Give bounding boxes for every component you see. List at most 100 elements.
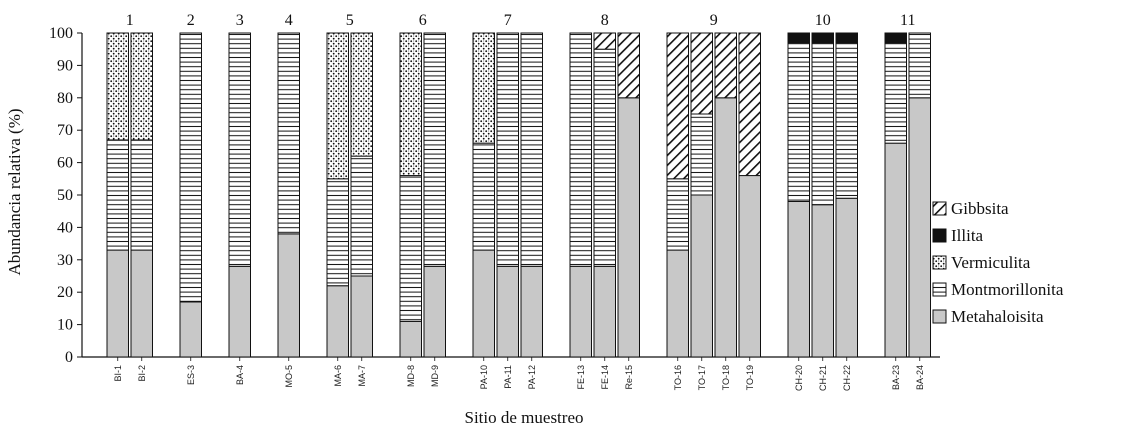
bar-segment-metahaloisita xyxy=(472,249,495,358)
sample-label: MD-9 xyxy=(430,365,440,387)
bar-segment-vermiculita xyxy=(472,32,495,144)
y-tick-label: 20 xyxy=(57,284,73,301)
bar-segment-montmorillonita xyxy=(326,178,349,287)
legend-swatch-montmorillonita xyxy=(932,282,947,297)
sample-label: TO-18 xyxy=(721,365,731,390)
sample-label: BA-4 xyxy=(235,365,245,385)
bar-segment-montmorillonita xyxy=(593,48,616,267)
sample-label: TO-17 xyxy=(697,365,707,390)
bar-segment-metahaloisita xyxy=(569,265,592,358)
legend-label-gibbsita: Gibbsita xyxy=(951,199,1009,218)
bar-segment-vermiculita xyxy=(399,32,422,177)
group-label: 10 xyxy=(815,12,831,29)
group-label: 5 xyxy=(346,12,354,29)
bar-segment-montmorillonita xyxy=(908,32,931,99)
legend-swatch-metahaloisita xyxy=(932,309,947,324)
y-tick-label: 70 xyxy=(57,122,73,139)
bar-segment-montmorillonita xyxy=(496,32,519,267)
bar-segment-montmorillonita xyxy=(277,32,300,235)
bar-segment-illita xyxy=(811,32,834,44)
y-tick-label: 50 xyxy=(57,187,73,204)
bar-segment-montmorillonita xyxy=(884,42,907,144)
sample-label: Re-15 xyxy=(624,365,634,390)
bar-segment-vermiculita xyxy=(350,32,373,157)
y-tick-label: 100 xyxy=(49,25,73,42)
legend-label-illita: Illita xyxy=(951,226,984,245)
y-axis-title: Abundancia relativa (%) xyxy=(5,108,24,275)
bar-segment-vermiculita xyxy=(106,32,129,141)
sample-label: BI-1 xyxy=(113,365,123,382)
bar-segment-gibbsita xyxy=(593,32,616,50)
bar-segment-metahaloisita xyxy=(106,249,129,358)
sample-label: BA-24 xyxy=(915,365,925,390)
group-label: 3 xyxy=(236,12,244,29)
sample-label: FE-14 xyxy=(600,365,610,390)
y-tick-label: 90 xyxy=(57,57,73,74)
sample-label: BA-23 xyxy=(891,365,901,390)
legend: Gibbsita Illita Vermiculita Montmorillonita… xyxy=(932,199,1064,326)
bar-segment-metahaloisita xyxy=(787,200,810,358)
bar-segment-montmorillonita xyxy=(179,32,202,303)
labels-layer: BI-1 BI-2 1 ES-3 2 BA-4 3 MO-5 4 MA-6 MA-7 5 MD-8 MD-… xyxy=(113,12,925,391)
bar-segment-montmorillonita xyxy=(666,178,689,251)
bar-segment-montmorillonita xyxy=(423,32,446,267)
sample-label: TO-16 xyxy=(673,365,683,390)
sample-label: MA-6 xyxy=(333,365,343,387)
bar-segment-metahaloisita xyxy=(350,275,373,358)
bar-segment-gibbsita xyxy=(714,32,737,99)
bar-segment-metahaloisita xyxy=(228,265,251,358)
sample-label: PA-10 xyxy=(479,365,489,389)
legend-label-vermiculita: Vermiculita xyxy=(951,253,1031,272)
bar-segment-gibbsita xyxy=(617,32,640,99)
legend-swatch-gibbsita xyxy=(932,201,947,216)
y-tick-label: 40 xyxy=(57,219,73,236)
bar-segment-gibbsita xyxy=(738,32,761,177)
bar-segment-illita xyxy=(835,32,858,44)
bar-segment-metahaloisita xyxy=(277,233,300,358)
sample-label: MA-7 xyxy=(357,365,367,387)
bar-segment-metahaloisita xyxy=(835,197,858,358)
bar-segment-metahaloisita xyxy=(326,285,349,358)
legend-label-montmorillonita: Montmorillonita xyxy=(951,280,1064,299)
sample-label: CH-20 xyxy=(794,365,804,391)
legend-label-metahaloisita: Metahaloisita xyxy=(951,307,1044,326)
y-tick-label: 10 xyxy=(57,317,73,334)
sample-label: BI-2 xyxy=(137,365,147,382)
bar-segment-montmorillonita xyxy=(106,139,129,251)
bar-segment-gibbsita xyxy=(690,32,713,115)
bar-segment-montmorillonita xyxy=(811,42,834,206)
bar-segment-illita xyxy=(787,32,810,44)
group-label: 1 xyxy=(126,12,134,29)
bar-segment-metahaloisita xyxy=(714,97,737,358)
sample-label: ES-3 xyxy=(186,365,196,385)
bar-segment-montmorillonita xyxy=(690,113,713,196)
axes-layer: 0 10 20 30 40 50 60 70 80 90 100 xyxy=(49,25,940,366)
sample-label: PA-12 xyxy=(527,365,537,389)
bar-segment-vermiculita xyxy=(326,32,349,180)
sample-label: CH-22 xyxy=(842,365,852,391)
bar-segment-metahaloisita xyxy=(593,265,616,358)
bar-segment-montmorillonita xyxy=(228,32,251,267)
bar-segment-montmorillonita xyxy=(835,42,858,199)
bar-segment-montmorillonita xyxy=(130,139,153,251)
group-label: 2 xyxy=(187,12,195,29)
bar-segment-metahaloisita xyxy=(908,97,931,358)
group-label: 8 xyxy=(601,12,609,29)
bar-segment-montmorillonita xyxy=(569,32,592,267)
sample-label: MD-8 xyxy=(406,365,416,387)
bar-segment-metahaloisita xyxy=(617,97,640,358)
y-tick-label: 60 xyxy=(57,155,73,172)
bar-segment-gibbsita xyxy=(666,32,689,180)
bar-segment-metahaloisita xyxy=(884,142,907,358)
group-label: 9 xyxy=(710,12,718,29)
sample-label: TO-19 xyxy=(745,365,755,390)
bars-layer xyxy=(106,32,931,358)
bar-segment-montmorillonita xyxy=(520,32,543,267)
bar-segment-metahaloisita xyxy=(738,175,761,358)
group-label: 7 xyxy=(504,12,512,29)
bar-segment-metahaloisita xyxy=(130,249,153,358)
bar-segment-metahaloisita xyxy=(423,265,446,358)
sample-label: FE-13 xyxy=(576,365,586,390)
bar-segment-metahaloisita xyxy=(666,249,689,358)
